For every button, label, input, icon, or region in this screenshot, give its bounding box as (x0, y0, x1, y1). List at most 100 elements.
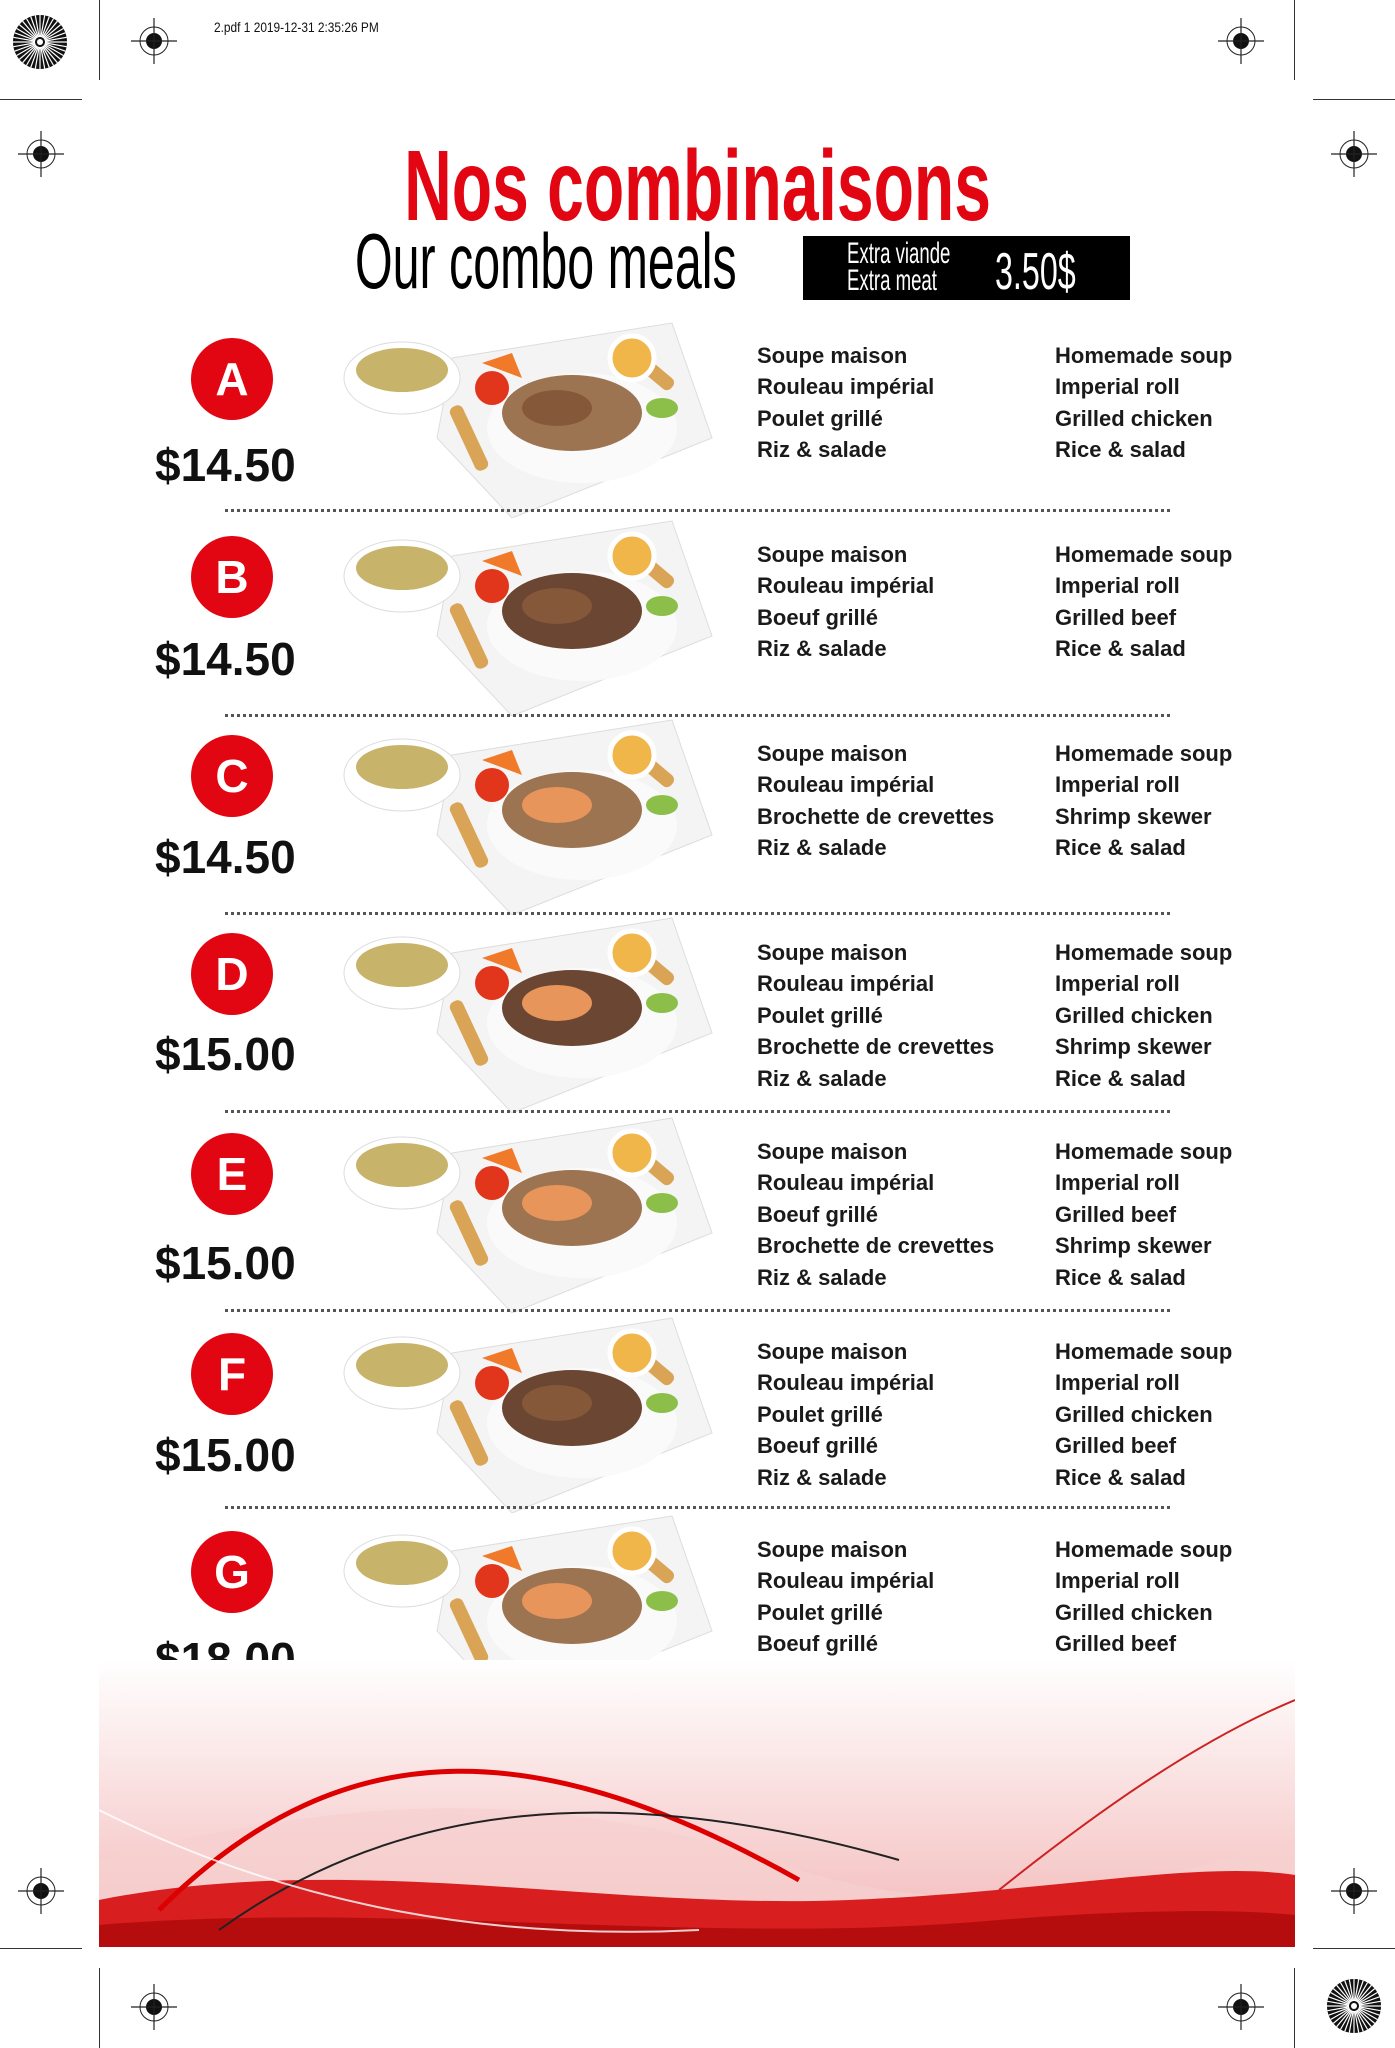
menu-item-en: Homemade soup (1055, 741, 1233, 766)
combo-letter-badge: E (191, 1133, 273, 1215)
menu-item-en: Homemade soup (1055, 542, 1233, 567)
registration-mark-icon (1331, 1868, 1377, 1914)
menu-item-en: Homemade soup (1055, 1537, 1233, 1562)
menu-item-en: Imperial roll (1055, 772, 1180, 798)
dotted-divider (225, 1110, 1170, 1113)
items-english: Homemade soup Imperial roll Grilled chicke… (1055, 1336, 1232, 1493)
combo-letter-badge: C (191, 735, 273, 817)
combo-price: $14.50 (155, 439, 296, 491)
combo-letter-badge: G (191, 1531, 273, 1613)
menu-item-fr: Rouleau impérial (757, 1568, 935, 1594)
menu-item-fr: Poulet grillé (757, 1002, 883, 1028)
menu-item-en: Rice & salad (1055, 1065, 1186, 1091)
combo-price: $15.00 (155, 1429, 296, 1481)
items-english: Homemade soup Imperial roll Shrimp skewer R… (1055, 738, 1232, 864)
items-english: Homemade soup Imperial roll Grilled beef Sh… (1055, 1136, 1232, 1293)
menu-item-en: Grilled chicken (1055, 1002, 1213, 1028)
items-english: Homemade soup Imperial roll Grilled beef Ri… (1055, 539, 1232, 665)
color-bar-target-icon (13, 15, 67, 69)
menu-item-fr: Brochette de crevettes (757, 1233, 995, 1259)
page-subtitle: Our combo meals (355, 217, 737, 305)
menu-item-en: Rice & salad (1055, 437, 1186, 463)
menu-item-fr: Soupe maison (757, 1339, 908, 1364)
menu-item-en: Shrimp skewer (1055, 1034, 1212, 1060)
extra-meat-en: Extra meat (847, 264, 937, 297)
menu-item-en: Grilled chicken (1055, 1599, 1213, 1625)
menu-item-fr: Rouleau impérial (757, 573, 935, 599)
items-english: Homemade soup Imperial roll Grilled chicke… (1055, 937, 1232, 1094)
extra-meat-badge: Extra viande Extra meat 3.50$ (803, 236, 1130, 300)
registration-mark-icon (18, 131, 64, 177)
menu-item-en: Imperial roll (1055, 1170, 1180, 1196)
menu-item-en: Homemade soup (1055, 343, 1233, 368)
registration-mark-icon (131, 1984, 177, 2030)
menu-item-fr: Rouleau impérial (757, 1170, 935, 1196)
dotted-divider (225, 509, 1170, 512)
menu-item-fr: Boeuf grillé (757, 1631, 879, 1657)
menu-item-en: Grilled beef (1055, 1631, 1177, 1657)
combo-food-photo (343, 322, 713, 518)
registration-mark-icon (18, 1868, 64, 1914)
menu-item-fr: Riz & salade (757, 835, 887, 861)
items-french: Soupe maison Rouleau impérial Boeuf grillé… (757, 1136, 994, 1293)
crop-mark (1294, 0, 1295, 80)
page-title: Nos combinaisons (404, 130, 991, 242)
menu-item-fr: Riz & salade (757, 437, 887, 463)
menu-item-en: Shrimp skewer (1055, 803, 1212, 829)
menu-item-fr: Brochette de crevettes (757, 1034, 995, 1060)
menu-item-en: Rice & salad (1055, 1264, 1186, 1290)
menu-item-fr: Soupe maison (757, 1139, 908, 1164)
registration-mark-icon (1218, 1984, 1264, 2030)
crop-mark (0, 1948, 82, 1949)
combo-letter-badge: A (191, 338, 273, 420)
menu-item-fr: Poulet grillé (757, 1401, 883, 1427)
items-french: Soupe maison Rouleau impérial Poulet grill… (757, 1336, 934, 1493)
crop-mark (1294, 1968, 1295, 2048)
menu-item-fr: Riz & salade (757, 1264, 887, 1290)
menu-item-fr: Riz & salade (757, 1065, 887, 1091)
menu-item-fr: Soupe maison (757, 741, 908, 766)
combo-price: $15.00 (155, 1237, 296, 1289)
crop-mark (1313, 99, 1395, 100)
dotted-divider (225, 714, 1170, 717)
items-french: Soupe maison Rouleau impérial Poulet grill… (757, 340, 934, 466)
menu-item-fr: Poulet grillé (757, 1599, 883, 1625)
menu-item-fr: Boeuf grillé (757, 1433, 879, 1459)
menu-item-fr: Riz & salade (757, 636, 887, 662)
dotted-divider (225, 1506, 1170, 1509)
menu-item-en: Grilled beef (1055, 604, 1177, 630)
crop-mark (0, 99, 82, 100)
menu-item-fr: Rouleau impérial (757, 971, 935, 997)
menu-item-en: Imperial roll (1055, 1568, 1180, 1594)
combo-letter-badge: D (191, 933, 273, 1015)
items-french: Soupe maison Rouleau impérial Brochette de… (757, 738, 994, 864)
print-metadata: 2.pdf 1 2019-12-31 2:35:26 PM (214, 19, 379, 35)
menu-item-fr: Boeuf grillé (757, 604, 879, 630)
items-french: Soupe maison Rouleau impérial Poulet grill… (757, 937, 994, 1094)
items-english: Homemade soup Imperial roll Grilled chicke… (1055, 340, 1232, 466)
menu-item-fr: Boeuf grillé (757, 1201, 879, 1227)
menu-item-en: Imperial roll (1055, 374, 1180, 400)
combo-price: $14.50 (155, 831, 296, 883)
menu-item-fr: Rouleau impérial (757, 772, 935, 798)
extra-meat-price: 3.50$ (995, 243, 1076, 301)
menu-item-fr: Rouleau impérial (757, 374, 935, 400)
menu-item-en: Imperial roll (1055, 971, 1180, 997)
menu-item-en: Homemade soup (1055, 940, 1233, 965)
registration-mark-icon (1218, 18, 1264, 64)
menu-item-en: Grilled beef (1055, 1201, 1177, 1227)
crop-mark (1313, 1948, 1395, 1949)
dotted-divider (225, 912, 1170, 915)
menu-item-en: Homemade soup (1055, 1139, 1233, 1164)
decorative-red-wave (99, 1660, 1295, 1947)
menu-item-fr: Brochette de crevettes (757, 803, 995, 829)
dotted-divider (225, 1309, 1170, 1312)
menu-item-en: Imperial roll (1055, 1370, 1180, 1396)
color-bar-target-icon (1327, 1979, 1381, 2033)
extra-meat-fr: Extra viande (847, 237, 951, 270)
menu-item-fr: Rouleau impérial (757, 1370, 935, 1396)
menu-item-en: Grilled chicken (1055, 405, 1213, 431)
menu-item-en: Grilled chicken (1055, 1401, 1213, 1427)
combo-food-photo (343, 520, 713, 716)
registration-mark-icon (1331, 131, 1377, 177)
